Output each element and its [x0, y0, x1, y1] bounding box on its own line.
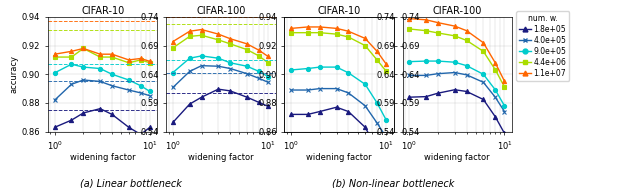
Legend: 1.8e+05, 4.0e+05, 9.0e+05, 4.4e+06, 1.1e+07: 1.8e+05, 4.0e+05, 9.0e+05, 4.4e+06, 1.1e…: [516, 11, 569, 81]
X-axis label: widening factor: widening factor: [307, 153, 372, 162]
X-axis label: widening factor: widening factor: [70, 153, 136, 162]
Title: CIFAR-10: CIFAR-10: [317, 6, 361, 16]
X-axis label: widening factor: widening factor: [424, 153, 490, 162]
X-axis label: widening factor: widening factor: [188, 153, 253, 162]
Y-axis label: accuracy: accuracy: [10, 55, 19, 93]
Text: (b) Non-linear bottleneck: (b) Non-linear bottleneck: [332, 178, 455, 188]
Title: CIFAR-10: CIFAR-10: [81, 6, 124, 16]
Text: (a) Linear bottleneck: (a) Linear bottleneck: [80, 178, 182, 188]
Title: CIFAR-100: CIFAR-100: [433, 6, 482, 16]
Title: CIFAR-100: CIFAR-100: [196, 6, 246, 16]
